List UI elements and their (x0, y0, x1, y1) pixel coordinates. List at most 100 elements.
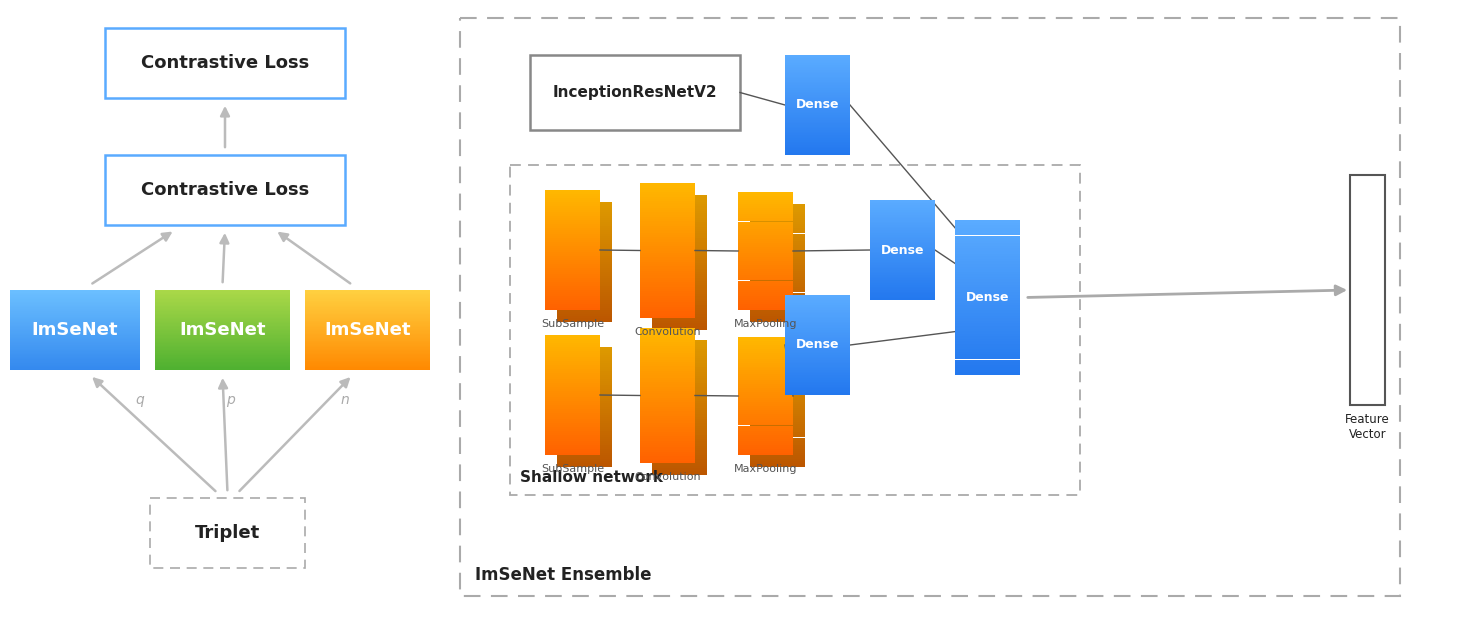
Bar (641, 438, 696, 440)
Text: p: p (225, 393, 234, 407)
Bar (305, 324, 430, 325)
Bar (305, 368, 430, 369)
Bar (558, 222, 612, 224)
Bar (785, 309, 850, 310)
Bar (750, 376, 805, 379)
Bar (750, 396, 805, 398)
Bar (105, 155, 346, 225)
Bar (739, 198, 793, 200)
Bar (955, 351, 1020, 355)
Bar (544, 381, 601, 383)
Bar (871, 275, 934, 277)
Bar (785, 361, 850, 363)
Bar (785, 297, 850, 298)
Bar (955, 365, 1020, 367)
Bar (653, 199, 707, 202)
Bar (156, 360, 291, 361)
Bar (739, 206, 793, 208)
Bar (558, 357, 612, 359)
Bar (10, 315, 139, 317)
Bar (305, 361, 430, 362)
Bar (653, 301, 707, 303)
Bar (641, 422, 696, 425)
Bar (544, 224, 601, 226)
Bar (305, 358, 430, 360)
Bar (641, 210, 696, 212)
Bar (750, 408, 805, 410)
Bar (785, 365, 850, 366)
Bar (750, 249, 805, 252)
Bar (739, 442, 793, 443)
Bar (739, 396, 793, 398)
Bar (785, 345, 850, 347)
Bar (156, 356, 291, 358)
Bar (653, 294, 707, 296)
Bar (544, 395, 601, 397)
Bar (544, 375, 601, 377)
Bar (739, 430, 793, 432)
Bar (739, 410, 793, 412)
Bar (653, 432, 707, 435)
Bar (871, 280, 934, 282)
Bar (871, 287, 934, 288)
Bar (544, 369, 601, 371)
Bar (653, 274, 707, 276)
Bar (653, 353, 707, 356)
Bar (653, 389, 707, 392)
Bar (305, 292, 430, 294)
Bar (750, 433, 805, 435)
Bar (653, 240, 707, 242)
Bar (558, 280, 612, 282)
Bar (558, 465, 612, 467)
Bar (739, 283, 793, 284)
Bar (653, 466, 707, 468)
Bar (785, 383, 850, 385)
Bar (558, 413, 612, 415)
Bar (653, 388, 707, 389)
Bar (156, 369, 291, 370)
Bar (653, 442, 707, 443)
Bar (739, 300, 793, 302)
Bar (305, 365, 430, 366)
Bar (653, 321, 707, 324)
Bar (785, 153, 850, 155)
Bar (785, 298, 850, 300)
Bar (558, 447, 612, 449)
Bar (653, 312, 707, 314)
Bar (785, 135, 850, 137)
Bar (750, 289, 805, 291)
Bar (871, 214, 934, 215)
Text: InceptionResNetV2: InceptionResNetV2 (553, 85, 718, 100)
Bar (785, 90, 850, 92)
Bar (653, 202, 707, 204)
Bar (739, 247, 793, 249)
Bar (955, 370, 1020, 373)
Bar (871, 240, 934, 242)
Bar (785, 392, 850, 393)
Bar (739, 363, 793, 365)
Bar (653, 260, 707, 263)
Bar (653, 224, 707, 227)
Bar (739, 284, 793, 286)
Bar (156, 365, 291, 366)
Bar (558, 425, 612, 427)
Bar (544, 214, 601, 216)
Bar (653, 238, 707, 240)
Bar (544, 248, 601, 250)
Bar (739, 365, 793, 366)
Bar (544, 361, 601, 363)
Bar (653, 461, 707, 464)
Bar (305, 322, 430, 324)
Bar (785, 356, 850, 358)
Bar (750, 463, 805, 465)
Bar (739, 286, 793, 288)
Bar (305, 303, 430, 305)
Bar (558, 379, 612, 381)
Bar (305, 315, 430, 317)
Bar (653, 310, 707, 312)
Bar (544, 341, 601, 343)
Bar (653, 345, 707, 347)
Bar (156, 368, 291, 369)
Bar (641, 414, 696, 415)
Text: Contrastive Loss: Contrastive Loss (141, 54, 308, 72)
